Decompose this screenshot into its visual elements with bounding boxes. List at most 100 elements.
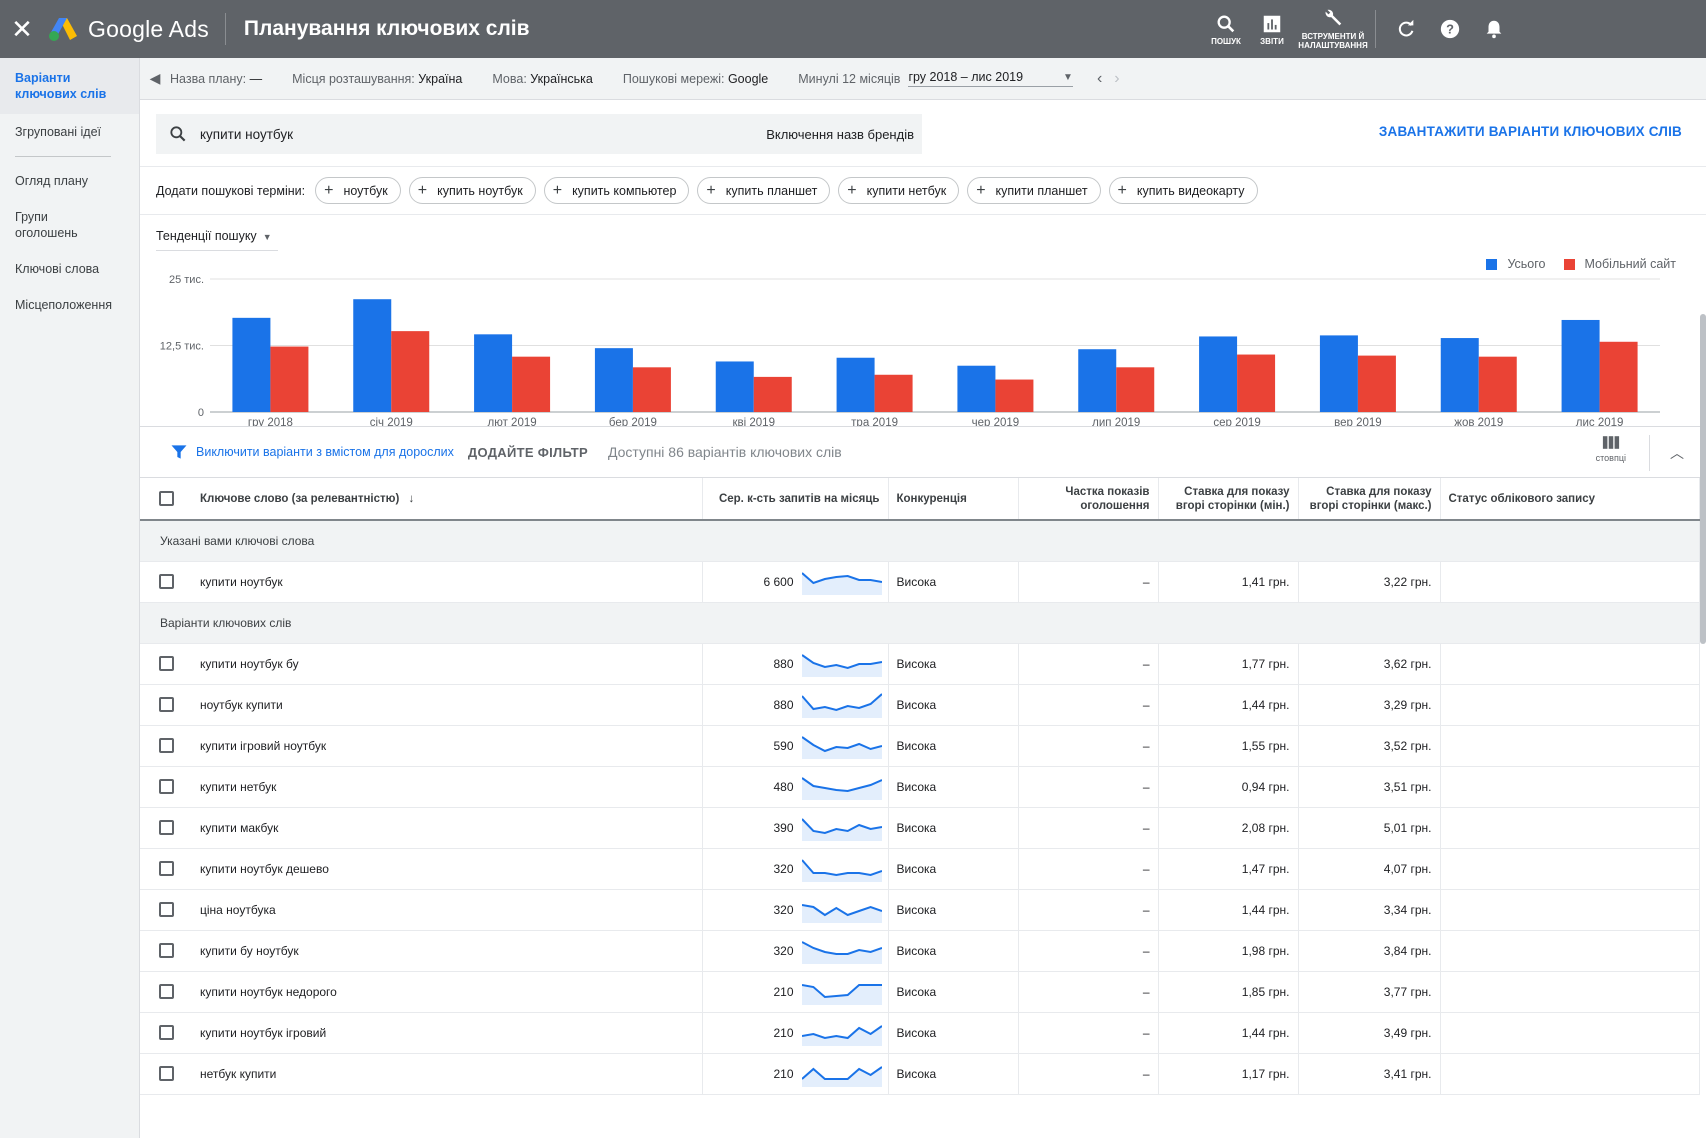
- col-competition[interactable]: Конкуренція: [888, 478, 1019, 521]
- keyword-cell: купити бу ноутбук: [192, 930, 703, 972]
- refresh-icon: [1398, 19, 1414, 37]
- impression-share-cell: –: [1018, 1012, 1159, 1054]
- sparkline-area: [801, 904, 882, 923]
- x-tick-label: тра 2019: [851, 417, 898, 427]
- columns-icon: [1602, 436, 1619, 449]
- competition-cell: Висока: [888, 930, 1019, 972]
- download-keywords-button[interactable]: ЗАВАНТАЖИТИ ВАРІАНТИ КЛЮЧОВИХ СЛІВ: [1378, 124, 1682, 139]
- keyword-cell: купити ігровий ноутбук: [192, 725, 703, 767]
- sidebar-item-grouped-ideas[interactable]: Згруповані ідеї: [15, 125, 101, 139]
- y-tick-label: 12,5 тис.: [160, 341, 204, 353]
- row-checkbox[interactable]: [158, 1066, 174, 1082]
- plan-language[interactable]: Мова: Українська: [492, 72, 593, 86]
- chip-label: купить планшет: [725, 183, 818, 198]
- suggested-term-chip[interactable]: + купить компьютер: [543, 177, 690, 204]
- prev-period-icon[interactable]: ‹: [1096, 69, 1115, 87]
- keyword-table: Ключове слово (за релевантністю) ↓ Сер. …: [140, 478, 1700, 1095]
- plan-location[interactable]: Місця розташування: Україна: [292, 72, 462, 86]
- sparkline-area: [801, 1025, 882, 1046]
- refresh-button[interactable]: [1384, 0, 1428, 58]
- trend-sparkline: [801, 903, 882, 923]
- table-row: ноутбук купити 880 Висока –1,44 грн. 3,29 гр…: [140, 684, 1700, 726]
- row-checkbox[interactable]: [158, 697, 174, 713]
- sparkline-line: [801, 776, 882, 792]
- col-bid-high[interactable]: Ставка для показу вгорі сторінки (макс.): [1298, 478, 1441, 521]
- row-checkbox[interactable]: [158, 820, 174, 836]
- row-checkbox[interactable]: [158, 1025, 174, 1041]
- next-period-icon[interactable]: ›: [1114, 69, 1132, 87]
- google-ads-logo[interactable]: Google Ads: [48, 14, 209, 44]
- sidebar-item-locations[interactable]: Місцеположення: [15, 298, 112, 312]
- suggested-term-chip[interactable]: + ноутбук: [315, 177, 401, 204]
- row-select-cell: [140, 561, 192, 603]
- search-query[interactable]: купити ноутбук: [200, 126, 293, 142]
- row-checkbox[interactable]: [158, 738, 174, 754]
- row-checkbox[interactable]: [158, 902, 174, 918]
- sparkline-line: [801, 940, 882, 955]
- bid-high-cell: 3,34 грн.: [1298, 889, 1441, 931]
- row-checkbox[interactable]: [158, 861, 174, 877]
- col-keyword[interactable]: Ключове слово (за релевантністю) ↓: [192, 478, 703, 521]
- chevron-up-icon[interactable]: ︿: [1670, 445, 1684, 461]
- row-checkbox[interactable]: [158, 984, 174, 1000]
- sparkline-line: [801, 653, 882, 669]
- row-select-cell: [140, 971, 192, 1013]
- suggested-term-chip[interactable]: + купить видеокарту: [1108, 177, 1258, 204]
- row-checkbox[interactable]: [158, 943, 174, 959]
- suggested-term-chip[interactable]: + купити нетбук: [838, 177, 960, 204]
- volume-cell: 480: [702, 766, 889, 808]
- bid-low-cell: 1,55 грн.: [1158, 725, 1299, 767]
- col-impression-share[interactable]: Частка показів оголошення: [1018, 478, 1159, 521]
- keyword-cell: купити макбук: [192, 807, 703, 849]
- notifications-button[interactable]: [1472, 0, 1516, 58]
- y-tick-label: 0: [198, 407, 204, 419]
- bar-mobile: [874, 374, 913, 412]
- add-filter-button[interactable]: ДОДАЙТЕ ФІЛЬТР: [467, 444, 588, 460]
- close-icon[interactable]: ✕: [11, 13, 33, 44]
- columns-divider: [1649, 435, 1650, 471]
- bar-mobile: [1357, 355, 1396, 412]
- suggested-term-chip[interactable]: + купити планшет: [967, 177, 1101, 204]
- filter-icon[interactable]: [162, 442, 196, 462]
- trend-sparkline: [801, 983, 882, 1005]
- trend-type-select[interactable]: Тенденції пошуку ▼: [156, 229, 278, 251]
- volume-cell: 210: [702, 1053, 889, 1095]
- x-tick-label: кві 2019: [733, 417, 775, 427]
- sidebar-item-plan-overview[interactable]: Огляд плану: [15, 174, 89, 188]
- suggested-term-chip[interactable]: + купить ноутбук: [408, 177, 536, 204]
- x-tick-label: лют 2019: [488, 417, 537, 427]
- row-checkbox[interactable]: [158, 574, 174, 590]
- table-row: купити ноутбук недорого 210 Висока –1,85 гр…: [140, 971, 1700, 1013]
- search-nav-button[interactable]: ПОШУК: [1203, 0, 1249, 58]
- plan-network[interactable]: Пошукові мережі: Google: [623, 72, 768, 86]
- select-all-checkbox[interactable]: [158, 491, 174, 506]
- col-volume[interactable]: Сер. к-сть запитів на місяць: [702, 478, 889, 521]
- brand-names-toggle[interactable]: Включення назв брендів: [766, 126, 914, 142]
- sidebar-item-ad-groups[interactable]: Групи оголошень: [15, 210, 78, 240]
- col-bid-low[interactable]: Ставка для показу вгорі сторінки (мін.): [1158, 478, 1299, 521]
- sidebar-item-keyword-ideas[interactable]: Варіанти ключових слів: [0, 58, 139, 114]
- suggested-term-chip[interactable]: + купить планшет: [697, 177, 831, 204]
- volume-value: 6 600: [763, 574, 794, 589]
- reports-nav-button[interactable]: ЗВІТИ: [1249, 0, 1295, 58]
- col-account-status[interactable]: Статус облікового запису: [1440, 478, 1700, 521]
- impression-share-cell: –: [1018, 889, 1159, 931]
- exclude-adult-filter[interactable]: Виключити варіанти з вмістом для доросли…: [196, 445, 454, 459]
- scrollbar[interactable]: [1700, 314, 1706, 644]
- row-select-cell: [140, 848, 192, 890]
- keyword-search-box[interactable]: купити ноутбук Включення назв брендів: [156, 114, 922, 154]
- plan-name[interactable]: Назва плану: —: [170, 72, 262, 86]
- keyword-cell: нетбук купити: [192, 1053, 703, 1095]
- help-button[interactable]: ?: [1428, 0, 1472, 58]
- date-range-select[interactable]: гру 2018 – лис 2019 ▼: [908, 70, 1073, 87]
- x-tick-label: чер 2019: [972, 417, 1020, 427]
- tools-nav-button[interactable]: ВСТРУМЕНТИ Й НАЛАШТУВАННЯ: [1295, 0, 1371, 58]
- sidebar-item-keywords[interactable]: Ключові слова: [15, 262, 100, 276]
- row-checkbox[interactable]: [158, 779, 174, 795]
- sparkline-line: [801, 571, 882, 584]
- table-row: купити ноутбук 6 600 Висока – 1,41 грн. …: [140, 561, 1700, 603]
- columns-button[interactable]: стовпці: [1596, 435, 1626, 463]
- collapse-sidebar-icon[interactable]: ◀: [149, 70, 161, 86]
- row-checkbox[interactable]: [158, 656, 174, 672]
- bid-high-cell: 3,51 грн.: [1298, 766, 1441, 808]
